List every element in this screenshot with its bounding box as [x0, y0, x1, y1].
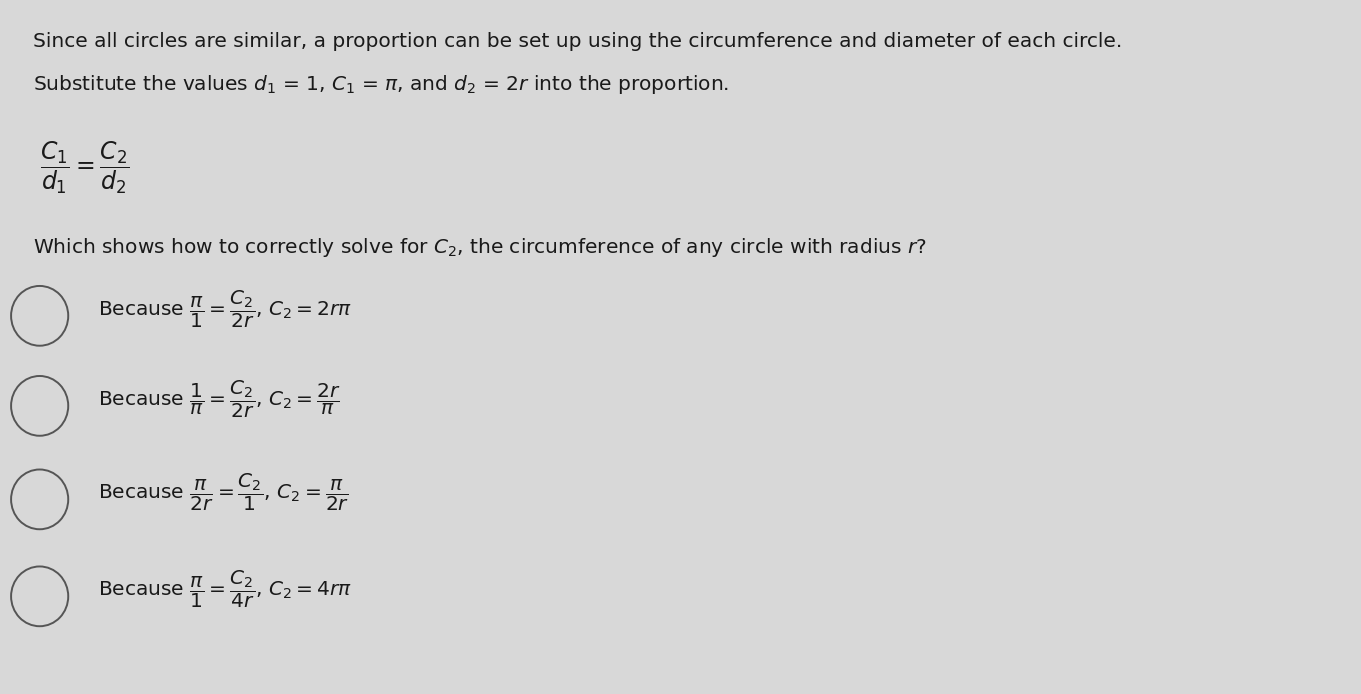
Text: Because $\dfrac{1}{\pi} = \dfrac{C_2}{2r}$, $C_2 = \dfrac{2r}{\pi}$: Because $\dfrac{1}{\pi} = \dfrac{C_2}{2r… [98, 378, 342, 420]
Text: $\dfrac{C_1}{d_1} = \dfrac{C_2}{d_2}$: $\dfrac{C_1}{d_1} = \dfrac{C_2}{d_2}$ [39, 139, 129, 196]
Text: Substitute the values $d_1$ = 1, $C_1$ = $\pi$, and $d_2$ = 2$r$ into the propor: Substitute the values $d_1$ = 1, $C_1$ =… [33, 74, 729, 96]
Text: Since all circles are similar, a proportion can be set up using the circumferenc: Since all circles are similar, a proport… [33, 32, 1123, 51]
Text: Because $\dfrac{\pi}{1} = \dfrac{C_2}{2r}$, $C_2 = 2r\pi$: Because $\dfrac{\pi}{1} = \dfrac{C_2}{2r… [98, 288, 352, 330]
Text: Because $\dfrac{\pi}{1} = \dfrac{C_2}{4r}$, $C_2 = 4r\pi$: Because $\dfrac{\pi}{1} = \dfrac{C_2}{4r… [98, 568, 352, 610]
Text: Which shows how to correctly solve for $C_2$, the circumference of any circle wi: Which shows how to correctly solve for $… [33, 236, 927, 259]
Text: Because $\dfrac{\pi}{2r} = \dfrac{C_2}{1}$, $C_2 = \dfrac{\pi}{2r}$: Because $\dfrac{\pi}{2r} = \dfrac{C_2}{1… [98, 472, 350, 514]
